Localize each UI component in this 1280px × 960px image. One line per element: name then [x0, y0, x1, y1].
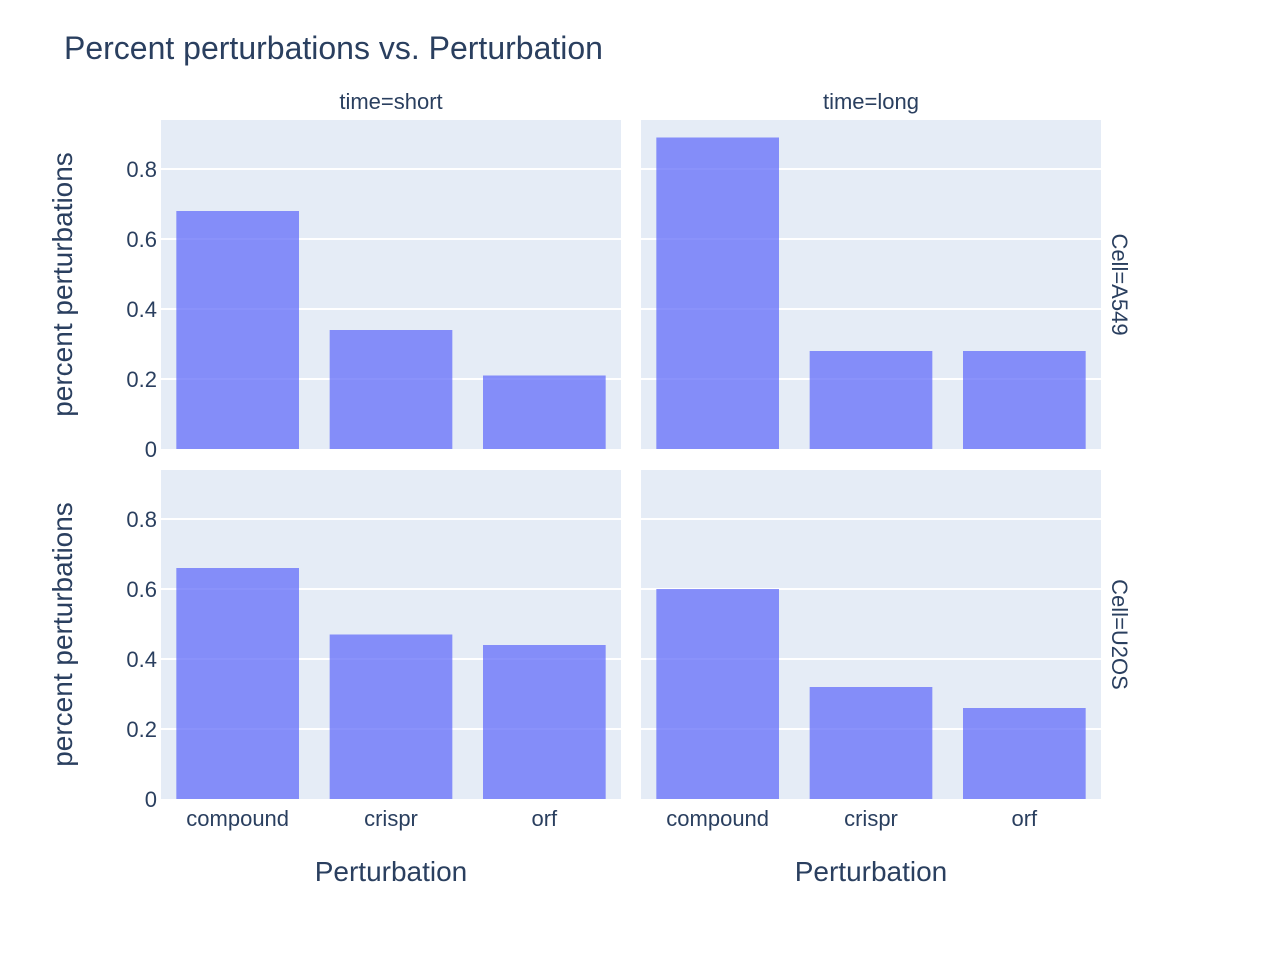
chart-title: Percent perturbations vs. Perturbation: [64, 30, 603, 66]
bar-compound: [176, 568, 299, 799]
y-tick-label: 0.4: [126, 647, 157, 672]
x-axis-title: Perturbation: [315, 856, 468, 887]
bar-compound: [656, 589, 779, 799]
x-tick-label: orf: [531, 806, 558, 831]
y-tick-label: 0.4: [126, 297, 157, 322]
y-axis-title: percent perturbations: [47, 502, 78, 767]
x-tick-label: orf: [1011, 806, 1038, 831]
y-tick-label: 0: [145, 787, 157, 812]
bar-crispr: [809, 351, 933, 449]
y-tick-label: 0.8: [126, 507, 157, 532]
panel-1-1: 0 0.2 0.4 0.6 0.8: [126, 120, 621, 462]
bar-compound: [656, 137, 779, 449]
x-tick-label: crispr: [844, 806, 898, 831]
bar-crispr: [329, 634, 453, 799]
bar-crispr: [809, 687, 933, 799]
bar-orf: [483, 375, 606, 449]
y-tick-label: 0.2: [126, 717, 157, 742]
column-facet-label: time=long: [823, 89, 919, 114]
bar-orf: [963, 708, 1086, 799]
x-tick-label: crispr: [364, 806, 418, 831]
bar-orf: [483, 645, 606, 799]
y-tick-label: 0.6: [126, 227, 157, 252]
panel-2-1: 0 0.2 0.4 0.6 0.8 compound crispr orf: [126, 470, 621, 831]
row-facet-label: Cell=U2OS: [1107, 579, 1132, 690]
x-axis-title: Perturbation: [795, 856, 948, 887]
bar-compound: [176, 211, 299, 449]
chart-panels: 0 0.2 0.4 0.6 0.8 0 0.2 0.4 0.6 0.8 compound crispr…: [47, 89, 1132, 887]
column-facet-label: time=short: [339, 89, 442, 114]
y-tick-label: 0: [145, 437, 157, 462]
y-axis-title: percent perturbations: [47, 152, 78, 417]
panel-2-2: compound crispr orf: [641, 470, 1101, 831]
x-tick-label: compound: [666, 806, 769, 831]
y-tick-label: 0.2: [126, 367, 157, 392]
panel-1-2: [641, 120, 1101, 449]
x-tick-label: compound: [186, 806, 289, 831]
y-tick-label: 0.8: [126, 157, 157, 182]
bar-crispr: [329, 330, 453, 449]
bar-orf: [963, 351, 1086, 449]
y-tick-label: 0.6: [126, 577, 157, 602]
row-facet-label: Cell=A549: [1107, 233, 1132, 335]
